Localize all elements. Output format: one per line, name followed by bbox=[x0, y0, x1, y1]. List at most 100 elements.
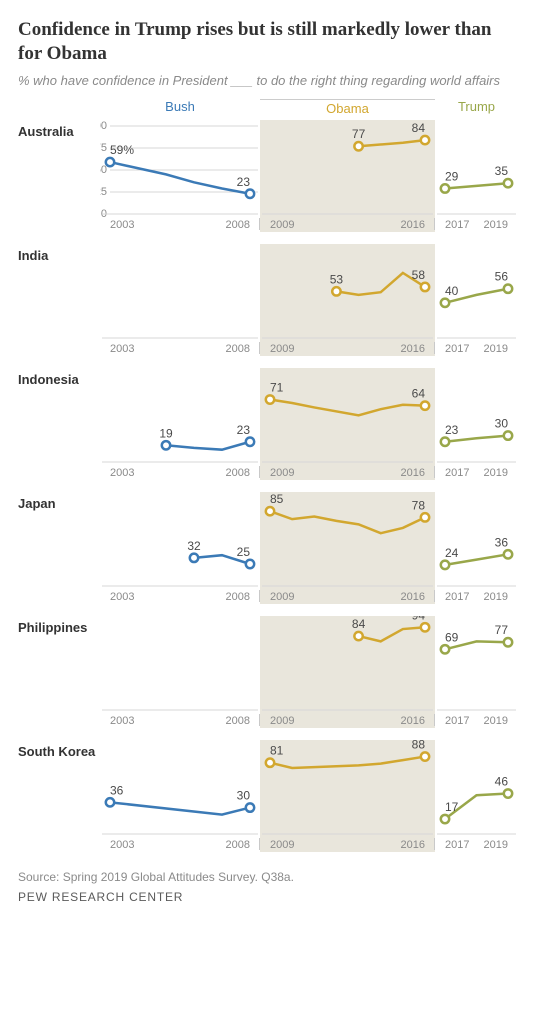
data-point bbox=[190, 554, 198, 562]
value-label: 77 bbox=[352, 127, 366, 141]
value-label: 53 bbox=[330, 272, 344, 286]
mini-chart: 201720192935 bbox=[435, 120, 518, 232]
data-point bbox=[246, 803, 254, 811]
svg-text:2003: 2003 bbox=[110, 343, 134, 355]
svg-text:2008: 2008 bbox=[226, 839, 250, 851]
svg-text:2009: 2009 bbox=[270, 715, 294, 727]
value-label: 78 bbox=[412, 498, 426, 512]
legend-row: Bush Obama Trump bbox=[18, 99, 518, 116]
svg-text:2003: 2003 bbox=[110, 715, 134, 727]
mini-chart: 200920168188 bbox=[260, 740, 435, 852]
svg-text:2008: 2008 bbox=[226, 219, 250, 231]
mini-chart: 201720192436 bbox=[435, 492, 518, 604]
country-label: India bbox=[18, 244, 100, 356]
svg-text:75: 75 bbox=[100, 142, 107, 154]
value-label: 23 bbox=[237, 175, 251, 189]
data-point bbox=[106, 798, 114, 806]
data-point bbox=[332, 287, 340, 295]
data-point bbox=[441, 184, 449, 192]
svg-text:2017: 2017 bbox=[445, 715, 469, 727]
svg-text:50: 50 bbox=[100, 164, 107, 176]
mini-chart: 2009 2016 77 84 bbox=[260, 120, 435, 232]
svg-text:2009: 2009 bbox=[270, 467, 294, 479]
svg-text:2016: 2016 bbox=[401, 343, 425, 355]
mini-chart: 201720194056 bbox=[435, 244, 518, 356]
value-label: 85 bbox=[270, 492, 284, 506]
value-label: 58 bbox=[412, 268, 426, 282]
svg-text:2003: 2003 bbox=[110, 467, 134, 479]
data-point bbox=[504, 285, 512, 293]
svg-text:2016: 2016 bbox=[401, 219, 425, 231]
series-line bbox=[270, 757, 425, 768]
svg-text:2017: 2017 bbox=[445, 343, 469, 355]
data-point bbox=[421, 402, 429, 410]
legend-obama: Obama bbox=[260, 99, 435, 116]
value-label: 36 bbox=[110, 783, 124, 797]
value-label: 36 bbox=[495, 535, 509, 549]
data-point bbox=[504, 431, 512, 439]
svg-text:2008: 2008 bbox=[226, 715, 250, 727]
value-label: 19 bbox=[159, 426, 173, 440]
svg-text:2017: 2017 bbox=[445, 839, 469, 851]
data-point bbox=[421, 283, 429, 291]
svg-text:2019: 2019 bbox=[484, 715, 508, 727]
value-label: 32 bbox=[187, 539, 201, 553]
value-label: 23 bbox=[445, 423, 459, 437]
country-label: Philippines bbox=[18, 616, 100, 728]
svg-text:2016: 2016 bbox=[401, 591, 425, 603]
svg-text:2003: 2003 bbox=[110, 219, 134, 231]
country-label: Japan bbox=[18, 492, 100, 604]
series-line bbox=[110, 162, 250, 194]
mini-chart: 201720192330 bbox=[435, 368, 518, 480]
svg-text:2009: 2009 bbox=[270, 591, 294, 603]
svg-text:100: 100 bbox=[100, 120, 107, 132]
svg-text:2009: 2009 bbox=[270, 839, 294, 851]
data-point bbox=[106, 158, 114, 166]
country-label: South Korea bbox=[18, 740, 100, 852]
value-label: 88 bbox=[412, 740, 426, 752]
data-point bbox=[354, 632, 362, 640]
mini-chart: 200320083630 bbox=[100, 740, 260, 852]
data-point bbox=[441, 815, 449, 823]
chart-subtitle: % who have confidence in President ___ t… bbox=[18, 72, 518, 90]
value-label: 25 bbox=[237, 545, 251, 559]
data-point bbox=[266, 759, 274, 767]
svg-text:2009: 2009 bbox=[270, 343, 294, 355]
series-line bbox=[270, 400, 425, 416]
country-label: Australia bbox=[18, 120, 100, 232]
value-label: 17 bbox=[445, 800, 459, 814]
series-line bbox=[270, 511, 425, 533]
svg-text:2016: 2016 bbox=[401, 715, 425, 727]
data-point bbox=[504, 179, 512, 187]
mini-chart: 200920168494 bbox=[260, 616, 435, 728]
svg-text:2003: 2003 bbox=[110, 591, 134, 603]
value-label: 81 bbox=[270, 744, 284, 758]
data-point bbox=[162, 441, 170, 449]
value-label: 71 bbox=[270, 381, 284, 395]
data-point bbox=[246, 438, 254, 446]
mini-chart: 201720191746 bbox=[435, 740, 518, 852]
country-row: Japan20032008322520092016857820172019243… bbox=[18, 492, 518, 604]
series-line bbox=[445, 183, 508, 188]
data-point bbox=[441, 561, 449, 569]
data-point bbox=[441, 299, 449, 307]
value-label: 64 bbox=[412, 387, 426, 401]
value-label: 29 bbox=[445, 170, 459, 184]
svg-text:25: 25 bbox=[100, 186, 107, 198]
data-point bbox=[266, 507, 274, 515]
svg-text:2008: 2008 bbox=[226, 591, 250, 603]
svg-text:2017: 2017 bbox=[445, 591, 469, 603]
svg-text:2019: 2019 bbox=[484, 591, 508, 603]
mini-chart: 200320081923 bbox=[100, 368, 260, 480]
svg-text:2008: 2008 bbox=[226, 343, 250, 355]
data-point bbox=[421, 513, 429, 521]
data-point bbox=[421, 136, 429, 144]
series-line bbox=[359, 140, 425, 146]
data-point bbox=[246, 190, 254, 198]
value-label: 84 bbox=[412, 121, 426, 135]
mini-chart: 2009 2016 53 58 bbox=[260, 244, 435, 356]
mini-chart: 201720196977 bbox=[435, 616, 518, 728]
data-point bbox=[246, 560, 254, 568]
svg-text:2009: 2009 bbox=[270, 219, 294, 231]
legend-bush: Bush bbox=[100, 99, 260, 116]
